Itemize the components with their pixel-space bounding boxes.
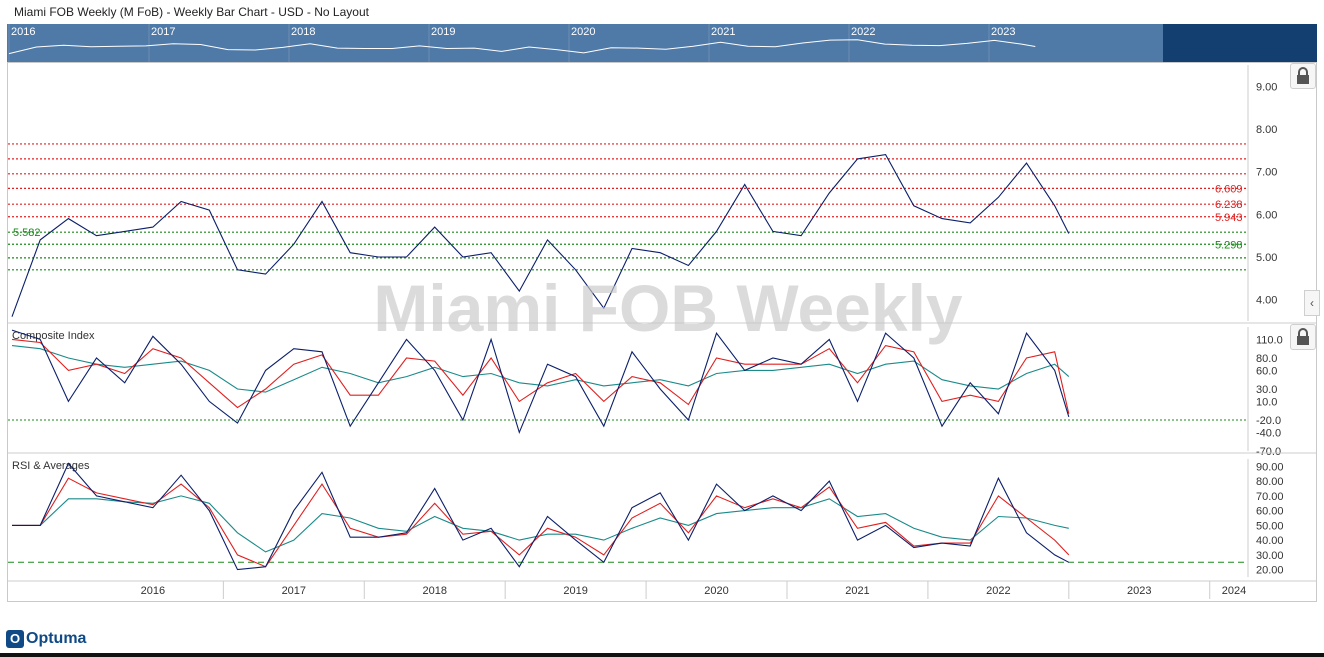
price-tick-label: 8.00: [1256, 124, 1277, 136]
lock-icon[interactable]: [1290, 324, 1316, 350]
navigator-series-line: [8, 39, 1036, 55]
rsi-tick-label: 70.00: [1256, 491, 1284, 503]
optuma-logo-text: Optuma: [26, 630, 87, 647]
navigator-year-label: 2020: [571, 26, 595, 38]
rsi-tick-label: 60.00: [1256, 506, 1284, 518]
composite-tick-label: 60.0: [1256, 365, 1277, 377]
navigator-year-label: 2023: [991, 26, 1015, 38]
price-tick-label: 6.00: [1256, 209, 1277, 221]
navigator-year-label: 2019: [431, 26, 455, 38]
time-axis: 2016 2017 2018 2019 2020 2021 2022 2023 2024: [8, 580, 1316, 599]
time-axis-label: 2023: [1127, 585, 1151, 597]
rsi-series-line: [12, 495, 1069, 553]
composite-series-line: [11, 345, 1070, 393]
navigator-year-label: 2016: [11, 26, 35, 38]
time-axis-label: 2016: [141, 585, 165, 597]
navigator-year-label: 2022: [851, 26, 875, 38]
time-axis-label: 2022: [986, 585, 1010, 597]
composite-tick-label: -40.0: [1256, 427, 1281, 439]
composite-index-title: Composite Index: [12, 330, 95, 342]
time-axis-label: 2024: [1222, 585, 1246, 597]
price-tick-label: 5.00: [1256, 252, 1277, 264]
navigator-overview-line: 2016 2017 2018 2019 2020 2021 2022 2023: [8, 24, 1036, 62]
composite-tick-label: -70.0: [1256, 446, 1281, 458]
composite-series-line: [11, 338, 1070, 414]
time-axis-label: 2018: [422, 585, 446, 597]
time-axis-label: 2021: [845, 585, 869, 597]
rsi-tick-label: 50.00: [1256, 520, 1284, 532]
navigator-year-label: 2021: [711, 26, 735, 38]
lock-icon[interactable]: [1290, 63, 1316, 89]
rsi-tick-label: 30.00: [1256, 550, 1284, 562]
composite-tick-label: 110.0: [1256, 334, 1283, 346]
level-label-r3: 5.943: [1215, 212, 1243, 224]
rsi-title: RSI & Averages: [12, 460, 90, 472]
navigator-year-label: 2017: [151, 26, 175, 38]
level-label-r2: 6.238: [1215, 199, 1243, 211]
navigator-future-region: [1163, 24, 1317, 62]
chart-title: Miami FOB Weekly (M FoB) - Weekly Bar Ch…: [14, 5, 369, 19]
composite-tick-label: 30.0: [1256, 384, 1277, 396]
price-series-line: [11, 153, 1070, 317]
optuma-logo-icon: O: [6, 630, 24, 648]
rsi-tick-label: 20.00: [1256, 565, 1284, 577]
level-label-r1: 6.609: [1215, 183, 1243, 195]
rsi-tick-label: 90.00: [1256, 461, 1284, 473]
chart-canvas[interactable]: 9.008.007.006.005.004.005.5826.6096.2385…: [8, 63, 1316, 601]
time-axis-label: 2017: [282, 585, 306, 597]
composite-tick-label: -20.0: [1256, 415, 1281, 427]
composite-index-panel: Composite Index 110.0 80.060.0 30.010.0 -20.…: [8, 327, 1316, 458]
composite-series-line: [11, 329, 1070, 435]
date-navigator[interactable]: 2016 2017 2018 2019 2020 2021 2022 2023: [7, 24, 1317, 62]
watermark: Miami FOB Weekly: [373, 271, 963, 345]
rsi-series-line: [12, 477, 1070, 568]
rsi-tick-label: 40.00: [1256, 535, 1284, 547]
chart-area[interactable]: 9.00 8.00 7.00 6.00 5.00 4.00 5.582 6.609 6.238 5…: [7, 62, 1317, 602]
price-tick-label: 9.00: [1256, 81, 1277, 93]
price-panel: 9.008.007.006.005.004.005.5826.6096.2385…: [8, 65, 1316, 324]
time-axis-label: 2020: [704, 585, 728, 597]
rsi-panel: RSI & Averages 90.00 80.00 70.00 60.00 50.00 4…: [8, 459, 1284, 577]
optuma-logo: O Optuma: [6, 630, 86, 648]
bottom-rule: [0, 653, 1324, 657]
price-tick-label: 7.00: [1256, 167, 1277, 179]
navigator-year-label: 2018: [291, 26, 315, 38]
level-label-s1: 5.298: [1215, 239, 1243, 251]
composite-tick-label: 10.0: [1256, 396, 1277, 408]
rsi-series-line: [12, 462, 1070, 571]
time-axis-label: 2019: [563, 585, 587, 597]
price-tick-label: 4.00: [1256, 295, 1277, 307]
level-label-left: 5.582: [13, 227, 41, 239]
composite-tick-label: 80.0: [1256, 353, 1277, 365]
rsi-tick-label: 80.00: [1256, 476, 1284, 488]
chevron-left-icon[interactable]: ‹: [1304, 290, 1320, 316]
